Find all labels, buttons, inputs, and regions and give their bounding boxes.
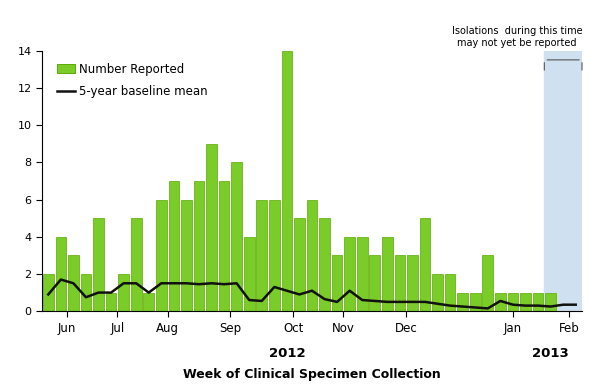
Text: Isolations  during this time
may not yet be reported: Isolations during this time may not yet …	[452, 26, 583, 48]
Bar	[143, 293, 154, 311]
Bar	[93, 218, 104, 311]
Bar	[294, 218, 305, 311]
Bar	[533, 293, 544, 311]
Bar	[80, 274, 91, 311]
Text: 2013: 2013	[532, 347, 569, 359]
Bar	[457, 293, 468, 311]
Bar	[269, 200, 280, 311]
Bar	[370, 255, 380, 311]
Bar	[68, 255, 79, 311]
Bar	[281, 51, 292, 311]
Bar	[407, 255, 418, 311]
Bar	[194, 181, 205, 311]
Bar	[470, 293, 481, 311]
Bar	[169, 181, 179, 311]
Bar	[382, 237, 392, 311]
Bar	[508, 293, 518, 311]
Bar	[432, 274, 443, 311]
Bar	[419, 218, 430, 311]
Bar	[495, 293, 506, 311]
Bar	[118, 274, 129, 311]
Text: 2012: 2012	[269, 347, 305, 359]
Bar	[445, 274, 455, 311]
Bar	[131, 218, 142, 311]
Bar	[357, 237, 368, 311]
Bar	[244, 237, 254, 311]
Bar	[56, 237, 66, 311]
Bar	[219, 181, 229, 311]
X-axis label: Week of Clinical Specimen Collection: Week of Clinical Specimen Collection	[183, 368, 441, 381]
Legend: Number Reported, 5-year baseline mean: Number Reported, 5-year baseline mean	[53, 59, 211, 102]
Bar	[545, 293, 556, 311]
Bar	[43, 274, 53, 311]
Bar	[256, 200, 267, 311]
Bar	[156, 200, 167, 311]
Bar	[520, 293, 531, 311]
Bar	[544, 51, 582, 311]
Bar	[106, 293, 116, 311]
Bar	[395, 255, 405, 311]
Bar	[307, 200, 317, 311]
Bar	[482, 255, 493, 311]
Bar	[319, 218, 330, 311]
Bar	[332, 255, 343, 311]
Bar	[344, 237, 355, 311]
Bar	[206, 144, 217, 311]
Bar	[181, 200, 192, 311]
Bar	[232, 162, 242, 311]
